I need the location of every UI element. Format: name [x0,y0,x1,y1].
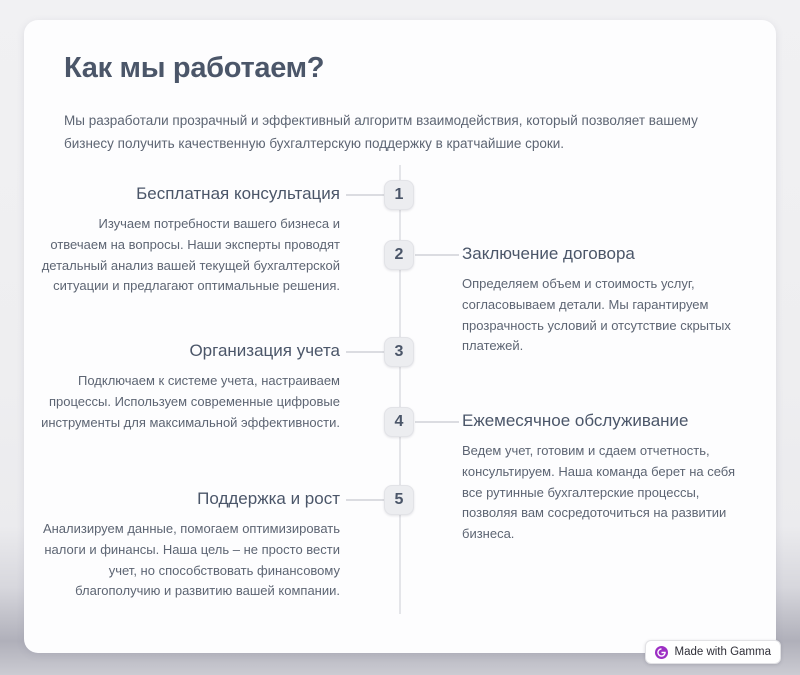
step-description: Анализируем данные, помогаем оптимизиров… [42,521,340,599]
step-3: Организация учета Подключаем к системе у… [40,340,340,433]
step-description: Подключаем к системе учета, настраиваем … [41,373,340,430]
intro-text: Мы разработали прозрачный и эффективный … [64,113,698,151]
step-description: Определяем объем и стоимость услуг, согл… [462,276,731,354]
step-5-number-badge: 5 [384,485,414,515]
made-with-gamma-badge[interactable]: Made with Gamma [645,640,781,664]
step-description: Изучаем потребности вашего бизнеса и отв… [41,216,340,294]
content-card: Как мы работаем? Мы разработали прозрачн… [24,20,776,653]
step-3-connector-line [346,351,385,353]
step-2: Заключение договора Определяем объем и с… [462,243,752,357]
step-2-number-badge: 2 [384,240,414,270]
step-title: Ежемесячное обслуживание [462,411,689,430]
step-3-number-badge: 3 [384,337,414,367]
step-5-connector-line [346,499,385,501]
step-title: Заключение договора [462,244,635,263]
step-4-number-badge: 4 [384,407,414,437]
step-4-connector-line [415,421,459,423]
step-title: Бесплатная консультация [136,184,340,203]
step-4: Ежемесячное обслуживание Ведем учет, гот… [462,410,752,545]
step-2-connector-line [415,254,459,256]
step-1: Бесплатная консультация Изучаем потребно… [40,183,340,297]
timeline-vertical-line [399,165,401,614]
process-timeline: 1 2 3 4 5 Бесплатная консультация Изучае… [24,20,776,653]
step-title: Поддержка и рост [197,489,340,508]
badge-label: Made with Gamma [674,646,771,658]
page-title: Как мы работаем? [64,52,325,84]
step-5: Поддержка и рост Анализируем данные, пом… [40,488,340,602]
step-description: Ведем учет, готовим и сдаем отчетность, … [462,443,735,542]
step-1-number-badge: 1 [384,180,414,210]
gamma-logo-icon [655,645,669,659]
step-title: Организация учета [189,341,340,360]
step-1-connector-line [346,194,385,196]
